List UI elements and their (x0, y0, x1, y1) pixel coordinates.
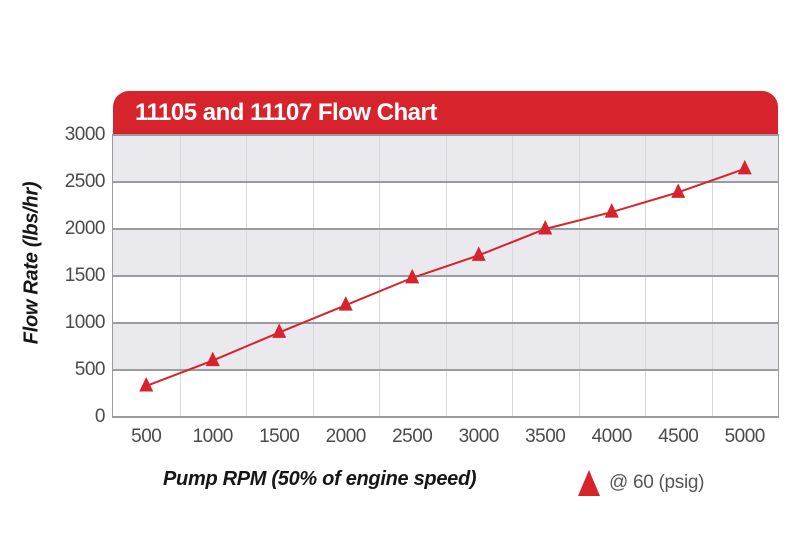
triangle-up-icon (578, 470, 600, 496)
data-point-marker (471, 246, 486, 261)
data-point-marker (272, 323, 287, 338)
x-tick-label: 2500 (392, 426, 433, 447)
horizontal-gridline (113, 228, 778, 230)
horizontal-gridline (113, 275, 778, 277)
data-point-marker (737, 159, 752, 175)
data-point-marker (538, 220, 553, 235)
chart-title: 11105 and 11107 Flow Chart (135, 99, 437, 126)
x-tick-label: 3500 (525, 426, 566, 447)
data-point-marker (405, 268, 420, 284)
x-tick-label: 4000 (591, 426, 633, 447)
plot-area: 0 500 1000 1500 2000 2500 3000 500 1000 1500 2000 2… (65, 125, 779, 447)
y-tick-label: 1000 (64, 312, 106, 333)
y-tick-label: 3000 (64, 124, 106, 145)
data-point-marker (139, 376, 154, 392)
y-axis-title: Flow Rate (lbs/hr) (20, 181, 43, 345)
x-tick-label: 1500 (259, 426, 300, 447)
data-series (139, 159, 752, 392)
x-tick-label: 500 (131, 426, 162, 447)
data-point-marker (205, 351, 220, 367)
x-tick-label: 1000 (192, 426, 234, 447)
data-point-marker (604, 203, 619, 218)
x-axis-title: Pump RPM (50% of engine speed) (163, 468, 477, 490)
x-tick-label: 4500 (658, 426, 699, 447)
horizontal-gridline (113, 369, 778, 371)
horizontal-gridline (113, 322, 778, 324)
series-line (145, 167, 746, 387)
y-tick-label: 2500 (64, 171, 106, 192)
x-tick-label: 5000 (724, 426, 766, 447)
y-tick-label: 0 (94, 406, 106, 427)
legend-label: @ 60 (psig) (609, 472, 705, 493)
chart-title-banner: 11105 and 11107 Flow Chart (113, 91, 778, 135)
y-tick-label: 500 (74, 359, 106, 380)
x-tick-label: 3000 (458, 426, 500, 447)
horizontal-gridline (113, 181, 778, 183)
x-tick-label: 2000 (325, 426, 367, 447)
y-tick-label: 2000 (64, 218, 106, 239)
y-tick-label: 1500 (64, 265, 106, 286)
data-point-marker (338, 296, 353, 311)
data-point-marker (671, 183, 686, 198)
horizontal-gridline (113, 134, 778, 136)
legend: @ 60 (psig) (578, 470, 705, 496)
